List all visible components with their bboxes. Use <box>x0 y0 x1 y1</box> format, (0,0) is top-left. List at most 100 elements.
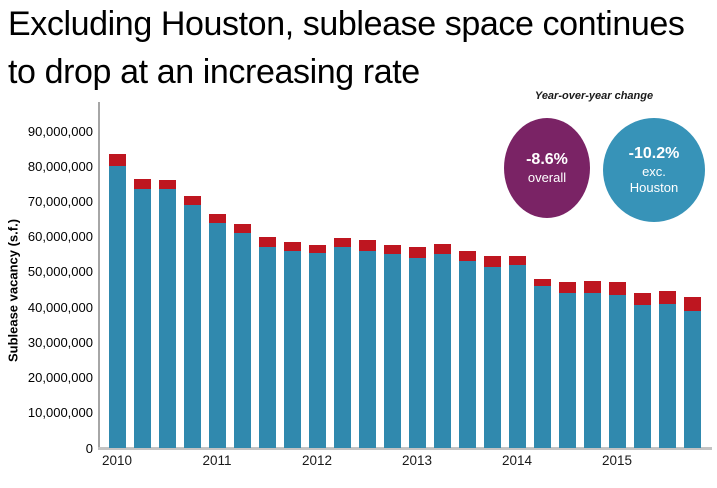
bar-2015-q2 <box>633 293 651 448</box>
bar-segment-exc-houston <box>283 250 301 448</box>
y-tick-label-0: 0 <box>85 440 93 456</box>
bar-segment-houston <box>333 238 351 248</box>
bar-2010-q2 <box>133 178 151 448</box>
exc-houston-change-value: -10.2% <box>628 145 680 162</box>
bar-2012-q4 <box>383 245 401 448</box>
bar-segment-exc-houston <box>508 264 526 448</box>
bar-segment-houston <box>358 240 376 251</box>
y-tick-label-6: 60,000,000 <box>27 229 93 245</box>
bar-segment-exc-houston <box>108 166 126 448</box>
x-year-label-2012: 2012 <box>301 453 333 468</box>
chart-title: Excluding Houston, sublease space contin… <box>8 0 713 96</box>
bar-2012-q3 <box>358 240 376 448</box>
bar-segment-houston <box>158 180 176 190</box>
bar-segment-exc-houston <box>408 257 426 448</box>
bar-segment-houston <box>133 178 151 190</box>
bar-segment-exc-houston <box>533 285 551 448</box>
y-tick-label-2: 20,000,000 <box>27 370 93 386</box>
y-tick-label-5: 50,000,000 <box>27 264 93 280</box>
x-axis-line <box>98 447 712 450</box>
bar-segment-houston <box>183 196 201 205</box>
x-year-label-2014: 2014 <box>501 453 533 468</box>
bar-segment-houston <box>258 236 276 248</box>
bar-segment-exc-houston <box>483 266 501 448</box>
bar-segment-houston <box>383 245 401 255</box>
x-year-label-2011: 2011 <box>202 453 232 468</box>
y-tick-label-3: 30,000,000 <box>27 334 93 350</box>
bar-segment-exc-houston <box>308 252 326 448</box>
exc-houston-change-badge: -10.2% exc. Houston <box>603 118 705 222</box>
y-tick-label-1: 10,000,000 <box>27 405 93 421</box>
bar-segment-houston <box>683 296 701 311</box>
bar-segment-houston <box>433 243 451 255</box>
bar-segment-houston <box>408 247 426 258</box>
bar-segment-houston <box>608 282 626 295</box>
y-tick-label-8: 80,000,000 <box>27 158 93 174</box>
bar-2014-q2 <box>533 278 551 448</box>
bar-2011-q1 <box>208 213 226 448</box>
bar-segment-houston <box>458 250 476 262</box>
bar-segment-exc-houston <box>433 254 451 448</box>
bar-segment-exc-houston <box>458 261 476 448</box>
bar-2012-q1 <box>308 245 326 448</box>
yoy-change-label: Year-over-year change <box>534 90 654 102</box>
bar-segment-houston <box>533 278 551 286</box>
bar-segment-houston <box>658 291 676 304</box>
bar-segment-houston <box>508 256 526 265</box>
bar-segment-houston <box>308 245 326 253</box>
bar-segment-houston <box>633 293 651 306</box>
bar-2014-q3 <box>558 282 576 448</box>
exc-houston-change-caption-line2: Houston <box>629 180 679 195</box>
chart-title-line1: Excluding Houston, sublease space contin… <box>8 5 685 43</box>
bar-2014-q1 <box>508 256 526 448</box>
bar-2014-q4 <box>583 280 601 448</box>
bar-segment-exc-houston <box>358 250 376 448</box>
bar-segment-exc-houston <box>183 204 201 448</box>
bar-2015-q4 <box>683 296 701 448</box>
bar-2010-q3 <box>158 180 176 448</box>
bar-segment-houston <box>483 256 501 267</box>
bar-2013-q4 <box>483 256 501 448</box>
y-tick-label-7: 70,000,000 <box>27 193 93 209</box>
bar-2015-q1 <box>608 282 626 448</box>
bar-2013-q3 <box>458 250 476 448</box>
bar-segment-houston <box>583 280 601 293</box>
y-axis-line <box>98 102 100 450</box>
overall-change-caption: overall <box>527 170 567 185</box>
bar-2015-q3 <box>658 291 676 448</box>
bar-segment-houston <box>108 153 126 167</box>
bar-segment-exc-houston <box>208 222 226 448</box>
bar-segment-exc-houston <box>608 294 626 448</box>
bar-segment-exc-houston <box>333 247 351 448</box>
bar-segment-exc-houston <box>133 189 151 448</box>
bar-segment-exc-houston <box>683 310 701 448</box>
overall-change-value: -8.6% <box>526 151 568 168</box>
bar-segment-houston <box>208 213 226 223</box>
exc-houston-change-caption-line1: exc. <box>642 164 666 179</box>
bar-segment-exc-houston <box>583 293 601 448</box>
x-year-label-2015: 2015 <box>601 453 633 468</box>
bar-segment-exc-houston <box>258 247 276 448</box>
x-year-label-2013: 2013 <box>401 453 433 468</box>
bar-segment-exc-houston <box>558 293 576 448</box>
bar-segment-houston <box>233 224 251 234</box>
bar-2011-q2 <box>233 224 251 448</box>
bar-2013-q1 <box>408 247 426 448</box>
x-year-label-2010: 2010 <box>101 453 133 468</box>
bar-segment-exc-houston <box>383 254 401 448</box>
y-tick-label-4: 40,000,000 <box>27 299 93 315</box>
bar-segment-exc-houston <box>658 303 676 448</box>
bar-2011-q4 <box>283 241 301 448</box>
overall-change-badge: -8.6% overall <box>504 118 590 218</box>
bar-2010-q4 <box>183 196 201 448</box>
bar-segment-exc-houston <box>633 305 651 448</box>
chart-title-line2: to drop at an increasing rate <box>8 53 420 91</box>
bar-segment-exc-houston <box>158 189 176 448</box>
bar-segment-houston <box>558 282 576 294</box>
y-tick-label-9: 90,000,000 <box>27 123 93 139</box>
bar-segment-exc-houston <box>233 233 251 448</box>
bar-2013-q2 <box>433 243 451 448</box>
bar-2011-q3 <box>258 236 276 448</box>
bar-segment-houston <box>283 241 301 251</box>
